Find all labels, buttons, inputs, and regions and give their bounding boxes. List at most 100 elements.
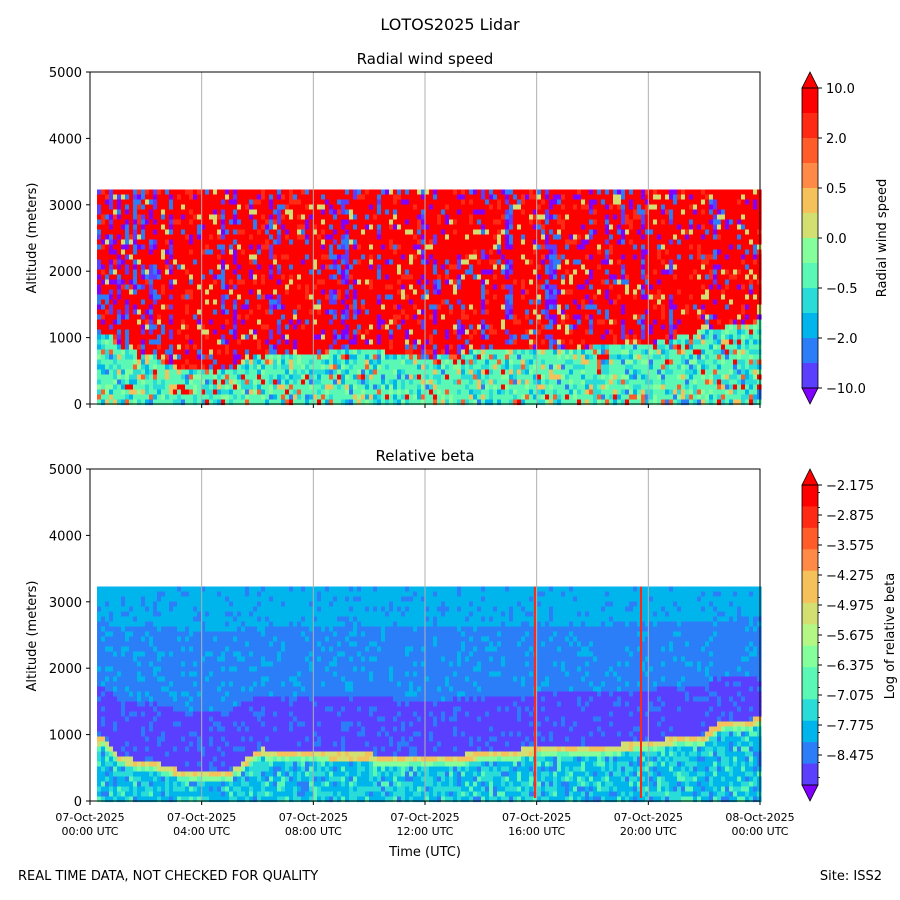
y-axis-label: Altitude (meters) [25, 581, 40, 692]
x-tick-label: 00:00 UTC [61, 825, 118, 838]
colorbar-tick-label: −4.275 [826, 569, 874, 584]
y-axis-label: Altitude (meters) [25, 183, 40, 294]
colorbar-tick-label: 10.0 [826, 82, 855, 97]
y-axis: 0 1000 2000 3000 4000 5000 [49, 463, 90, 810]
colorbar-segment [802, 635, 818, 647]
colorbar-segment [802, 213, 818, 239]
colorbar-segment [802, 538, 818, 550]
y-tick-label: 2000 [49, 265, 82, 280]
colorbar: 10.0 2.0 0.5 0.0 −0.5 −2.0 −10.0 [801, 71, 866, 405]
colorbar-tick-label: −2.0 [826, 332, 858, 347]
y-tick-label: 5000 [49, 66, 82, 81]
colorbar-segment [802, 338, 818, 364]
colorbar-tick-label: −4.975 [826, 599, 874, 614]
plot-area [97, 469, 762, 803]
x-tick-label: 07-Oct-2025 [614, 811, 683, 824]
colorbar-segment [802, 710, 818, 722]
colorbar-segment [802, 731, 818, 743]
colorbar-segment [802, 238, 818, 264]
x-axis-label: Time (UTC) [388, 845, 461, 860]
colorbar-segment [802, 774, 818, 786]
colorbar-segment [802, 624, 818, 636]
colorbar-segment [802, 495, 818, 507]
colorbar-segment [802, 88, 818, 114]
colorbar-tick-label: −2.175 [826, 479, 874, 494]
colorbar-tick-label: −7.075 [826, 689, 874, 704]
colorbar-segment [802, 592, 818, 604]
y-tick-label: 2000 [49, 662, 82, 677]
y-tick-label: 4000 [49, 529, 82, 544]
panel-radial-wind-speed: Radial wind speed 010002000300040005000 … [25, 50, 890, 413]
x-axis [89, 404, 761, 408]
colorbar-segment [802, 363, 818, 389]
colorbar-segment [802, 699, 818, 711]
x-tick-label: 16:00 UTC [508, 825, 565, 838]
y-tick-label: 1000 [49, 729, 82, 744]
x-tick-label: 12:00 UTC [396, 825, 453, 838]
y-axis: 0 1000 2000 3000 4000 5000 [49, 66, 90, 413]
colorbar-segment [802, 667, 818, 679]
colorbar-extend-min [801, 784, 819, 802]
colorbar-segment [802, 688, 818, 700]
x-tick-label: 20:00 UTC [620, 825, 677, 838]
colorbar-segment [802, 752, 818, 764]
quality-disclaimer: REAL TIME DATA, NOT CHECKED FOR QUALITY [18, 869, 319, 884]
colorbar-segment [802, 677, 818, 689]
colorbar-tick-label: −3.575 [826, 539, 874, 554]
x-tick-label: 00:00 UTC [731, 825, 788, 838]
panel-title: Relative beta [375, 447, 474, 465]
y-tick-label: 4000 [49, 132, 82, 147]
colorbar-segment [802, 313, 818, 339]
y-tick-label: 0 [74, 398, 82, 413]
x-tick-label: 07-Oct-2025 [55, 811, 124, 824]
colorbar-segment [802, 763, 818, 775]
colorbar-segment [802, 527, 818, 539]
colorbar-segment [802, 263, 818, 289]
x-tick-label: 07-Oct-2025 [279, 811, 348, 824]
colorbar-segment [802, 656, 818, 668]
colorbar-segment [802, 570, 818, 582]
panel-relative-beta: Relative beta 0 1000 2000 3000 4000 5000 07-O… [25, 447, 898, 860]
y-tick-label: 1000 [49, 332, 82, 347]
beta-spike [533, 586, 536, 798]
colorbar-segment [802, 288, 818, 314]
y-tick-label: 5000 [49, 463, 82, 478]
colorbar-tick-label: 2.0 [826, 132, 847, 147]
x-tick-label: 08:00 UTC [285, 825, 342, 838]
y-tick-label: 0 [74, 795, 82, 810]
colorbar-segment [802, 645, 818, 657]
colorbar-tick-label: −0.5 [826, 282, 858, 297]
colorbar-segment [802, 742, 818, 754]
colorbar-segment [802, 506, 818, 518]
colorbar-extend-max [801, 468, 819, 486]
colorbar-segment [802, 485, 818, 497]
beta-spike [640, 586, 642, 798]
colorbar-tick-label: −5.675 [826, 629, 874, 644]
plot-area [97, 72, 762, 406]
colorbar-segment [802, 720, 818, 732]
colorbar-segment [802, 560, 818, 572]
x-tick-label: 04:00 UTC [173, 825, 230, 838]
colorbar-segment [802, 549, 818, 561]
y-tick-label: 3000 [49, 199, 82, 214]
x-tick-label: 07-Oct-2025 [502, 811, 571, 824]
y-tick-label: 3000 [49, 596, 82, 611]
colorbar-segment [802, 113, 818, 139]
figure-title: LOTOS2025 Lidar [380, 15, 520, 34]
x-tick-label: 07-Oct-2025 [390, 811, 459, 824]
colorbar-tick-label: −10.0 [826, 382, 866, 397]
x-tick-label: 07-Oct-2025 [167, 811, 236, 824]
panel-title: Radial wind speed [357, 50, 494, 68]
colorbar-label: Radial wind speed [875, 179, 890, 297]
colorbar-tick-label: −8.475 [826, 749, 874, 764]
colorbar-segment [802, 602, 818, 614]
colorbar-segment [802, 581, 818, 593]
colorbar-segment [802, 163, 818, 189]
colorbar-segment [802, 517, 818, 529]
colorbar-label: Log of relative beta [883, 573, 898, 700]
colorbar: −2.175 −2.875 −3.575 −4.275 −4.975 −5.675 −6.3… [801, 468, 874, 802]
colorbar-segment [802, 138, 818, 164]
colorbar-extend-max [801, 71, 819, 89]
colorbar-tick-label: −2.875 [826, 509, 874, 524]
